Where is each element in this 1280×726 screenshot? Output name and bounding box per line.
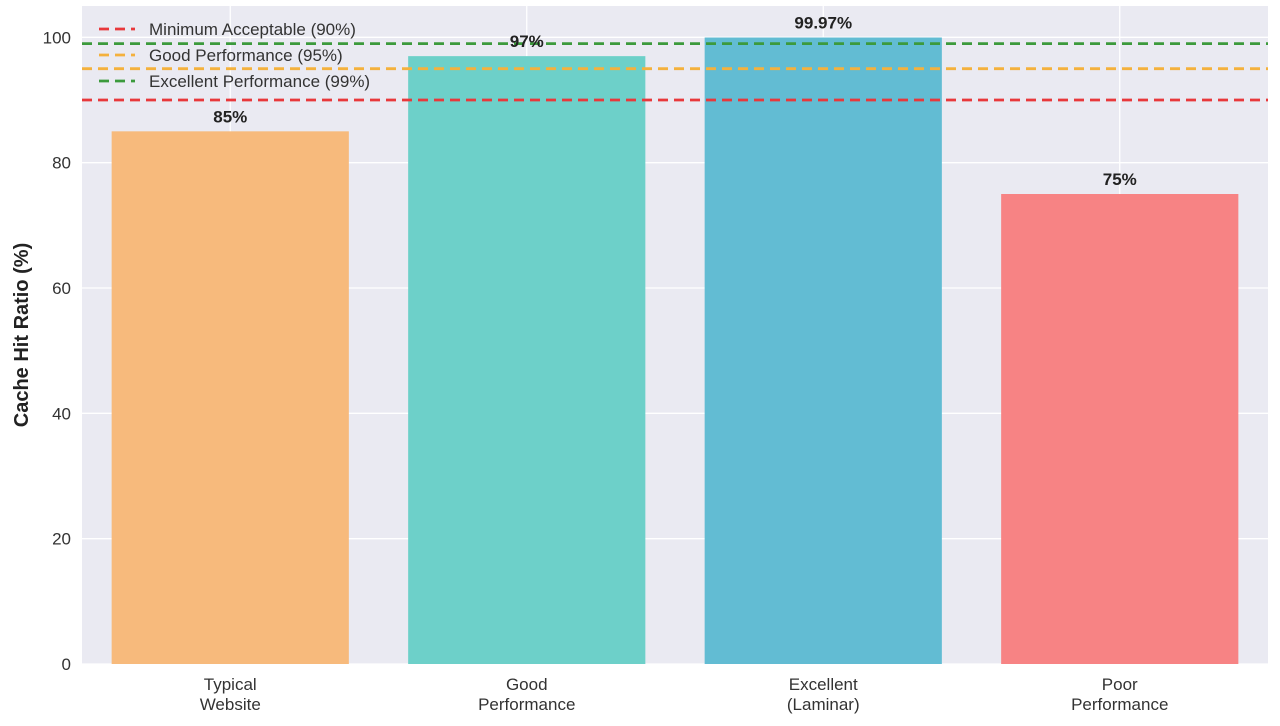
x-tick-label: Typical [204, 675, 257, 694]
data-label: 97% [510, 32, 544, 51]
data-labels: 85% 97% 99.97% 75% [213, 14, 1137, 189]
y-tick-label: 100 [43, 28, 71, 47]
x-axis-categories: TypicalWebsiteGoodPerformanceExcellent(L… [200, 675, 1169, 714]
bar [1001, 194, 1239, 664]
bar [111, 131, 349, 665]
y-tick-label: 20 [52, 530, 71, 549]
legend-label: Good Performance (95%) [149, 46, 343, 65]
bar [408, 56, 646, 664]
bar [704, 37, 942, 664]
x-tick-label: Good [506, 675, 548, 694]
y-axis-ticks: 0 20 40 60 80 100 [43, 28, 71, 674]
reference-lines [82, 42, 1268, 102]
y-axis-title: Cache Hit Ratio (%) [11, 243, 33, 427]
data-label: 99.97% [794, 14, 852, 33]
bars [111, 37, 1239, 665]
data-label: 85% [213, 107, 247, 126]
x-tick-label: Poor [1102, 675, 1138, 694]
legend: Minimum Acceptable (90%) Good Performance… [99, 20, 370, 91]
x-tick-label: Performance [478, 695, 575, 714]
y-tick-label: 40 [52, 404, 71, 423]
x-tick-label: Excellent [789, 675, 858, 694]
legend-label: Excellent Performance (99%) [149, 72, 370, 91]
legend-label: Minimum Acceptable (90%) [149, 20, 356, 39]
x-tick-label: Performance [1071, 695, 1168, 714]
y-tick-label: 0 [62, 655, 71, 674]
y-tick-label: 60 [52, 279, 71, 298]
x-tick-label: Website [200, 695, 261, 714]
y-tick-label: 80 [52, 154, 71, 173]
data-label: 75% [1103, 170, 1137, 189]
x-tick-label: (Laminar) [787, 695, 860, 714]
